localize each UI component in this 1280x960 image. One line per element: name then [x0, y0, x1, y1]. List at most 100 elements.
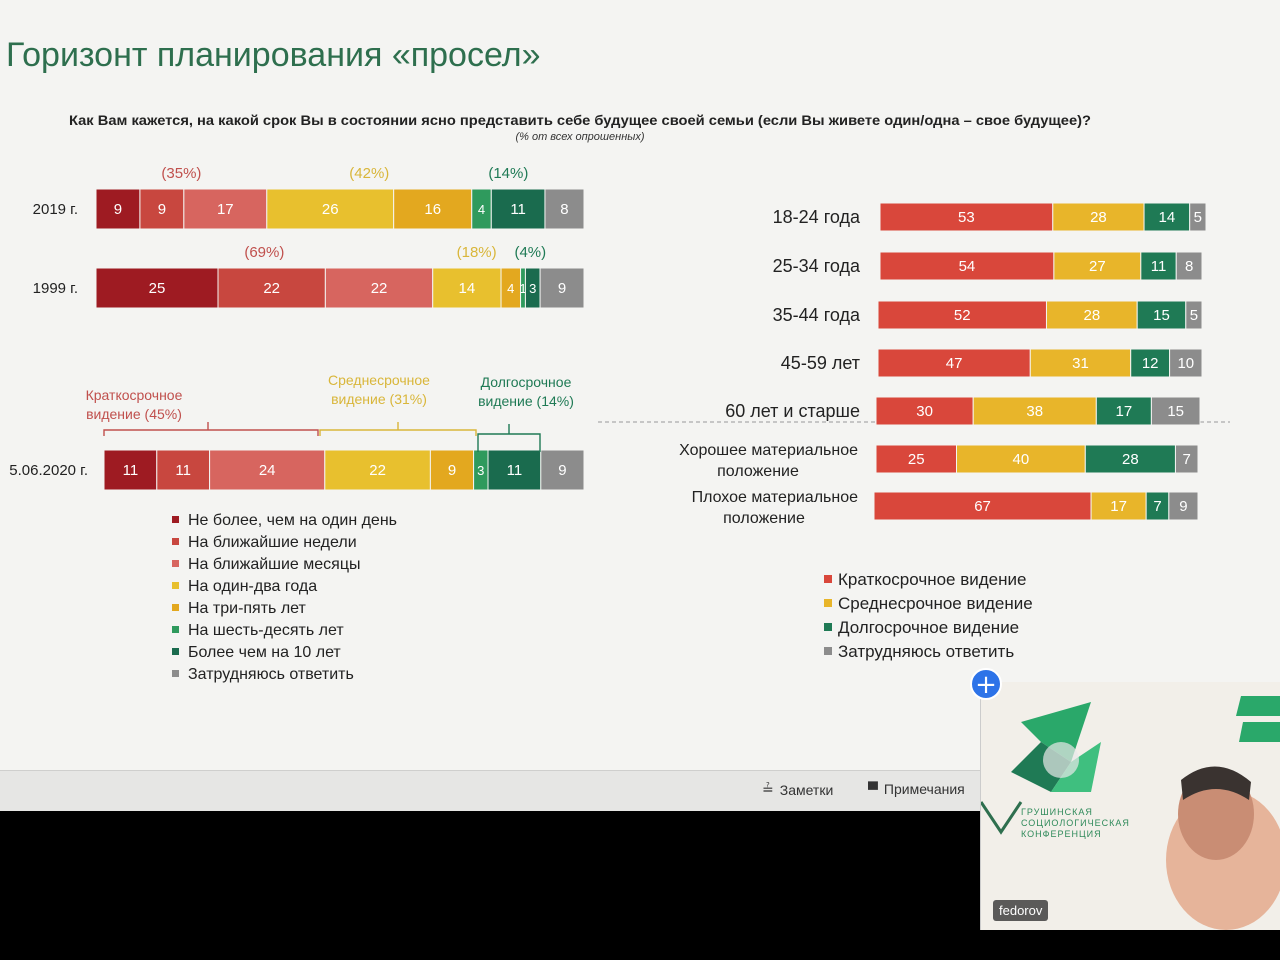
bar-value-label: 11	[507, 462, 523, 479]
legend-swatch	[172, 670, 179, 677]
bar-value-label: 8	[1185, 258, 1193, 275]
slide-title: Горизонт планирования «просел»	[6, 36, 541, 74]
conference-logo	[981, 696, 1280, 930]
bar-value-label: 25	[908, 451, 925, 468]
bar-value-label: 8	[560, 201, 568, 218]
legend-swatch	[172, 560, 179, 567]
comments-button[interactable]: ▀ Примечания	[868, 781, 965, 797]
legend-label: Краткосрочное видение	[838, 570, 1026, 589]
bar-value-label: 9	[558, 462, 566, 479]
bar-value-label: 28	[1090, 209, 1107, 226]
bar-value-label: 9	[114, 201, 122, 218]
group-percent-label: (42%)	[349, 165, 389, 182]
participant-name: fedorov	[993, 900, 1049, 921]
category-label-good-1: Хорошее материальное	[679, 442, 858, 459]
bracket-short-label-1: Краткосрочное	[86, 387, 183, 403]
bar-value-label: 28	[1083, 307, 1100, 324]
legend-label: На три-пять лет	[188, 600, 307, 617]
bar-segment	[1174, 444, 1199, 474]
bar-segment	[429, 449, 475, 491]
bar-value-label: 30	[916, 403, 933, 420]
bar-segment	[1143, 202, 1191, 232]
bracket-mid-label-2: видение (31%)	[331, 391, 427, 407]
bar-value-label: 15	[1167, 403, 1184, 420]
legend-swatch	[172, 648, 179, 655]
question-text: Как Вам кажется, на какой срок Вы в сост…	[69, 112, 1091, 128]
legend-label: Более чем на 10 лет	[188, 644, 341, 661]
bracket-long-label-1: Долгосрочное	[481, 374, 572, 390]
notes-label: Заметки	[779, 781, 834, 798]
group-percent-label: (4%)	[514, 244, 546, 261]
legend-swatch	[172, 538, 179, 545]
bar-value-label: 11	[123, 462, 139, 479]
legend-label: На один-два года	[188, 578, 317, 595]
legend-swatch	[824, 647, 832, 655]
bar-segment	[1084, 444, 1176, 474]
bar-segment	[139, 188, 185, 230]
bar-segment	[1150, 396, 1201, 426]
legend-label: На шесть-десять лет	[188, 622, 344, 639]
row-label: 60 лет и старше	[725, 401, 860, 421]
plus-icon[interactable]: +	[970, 668, 1002, 700]
bar-value-label: 9	[558, 280, 566, 297]
bar-value-label: 1	[519, 281, 526, 296]
bar-value-label: 9	[158, 201, 166, 218]
bracket-long-label-2: видение (14%)	[478, 393, 574, 409]
bar-segment	[324, 449, 431, 491]
bar-value-label: 9	[1179, 498, 1187, 515]
bar-value-label: 26	[322, 201, 339, 218]
row-label: 5.06.2020 г.	[9, 462, 88, 479]
legend-swatch	[172, 516, 179, 523]
bar-segment	[1185, 300, 1203, 330]
notes-button[interactable]: ≟ Заметки	[762, 781, 833, 798]
bar-segment	[875, 444, 957, 474]
bar-segment	[877, 348, 1031, 378]
bar-value-label: 22	[369, 462, 386, 479]
bar-value-label: 3	[477, 463, 484, 478]
bar-value-label: 28	[1122, 451, 1139, 468]
legend-label: На ближайшие месяцы	[188, 556, 361, 573]
bracket-short	[103, 422, 319, 436]
bar-segment	[539, 267, 585, 309]
bar-value-label: 5	[1194, 209, 1202, 226]
bar-value-label: 38	[1026, 403, 1043, 420]
bar-value-label: 27	[1089, 258, 1106, 275]
bar-segment	[1052, 202, 1145, 232]
right-stacked-chart: 53 28 14 5 18-24 года 54 27 11 8 25-34 года 52 28 15…	[725, 202, 1207, 521]
row-label: 25-34 года	[773, 256, 861, 276]
legend-swatch	[824, 599, 832, 607]
bar-segment	[324, 267, 434, 309]
bar-value-label: 4	[507, 281, 514, 296]
bar-value-label: 11	[1151, 258, 1167, 275]
bar-value-label: 17	[217, 201, 234, 218]
group-percent-label: (18%)	[457, 244, 497, 261]
bracket-mid-label-1: Среднесрочное	[328, 372, 430, 388]
bar-value-label: 7	[1183, 451, 1191, 468]
bar-value-label: 7	[1153, 498, 1161, 515]
bar-segment	[393, 188, 473, 230]
bracket-short-label-2: видение (45%)	[86, 406, 182, 422]
bar-segment	[879, 202, 1054, 232]
bar-value-label: 25	[149, 280, 166, 297]
bar-value-label: 14	[1159, 209, 1176, 226]
slide-chart-canvas: Горизонт планирования «просел» Как Вам к…	[6, 36, 1230, 683]
bar-value-label: 12	[1142, 355, 1159, 372]
bar-segment	[879, 251, 1055, 281]
bar-value-label: 5	[1190, 307, 1198, 324]
row-label: 35-44 года	[773, 305, 861, 325]
bar-value-label: 4	[478, 202, 485, 217]
bar-segment	[1136, 300, 1187, 330]
bar-segment	[1029, 348, 1132, 378]
row-label: 18-24 года	[773, 207, 861, 227]
bar-value-label: 14	[459, 280, 476, 297]
bar-segment	[877, 300, 1047, 330]
right-legend: Краткосрочное видение Среднесрочное виден…	[824, 570, 1033, 661]
bar-segment	[1189, 202, 1207, 232]
row-label: 45-59 лет	[781, 353, 860, 373]
video-tile[interactable]: ГРУШИНСКАЯ СОЦИОЛОГИЧЕСКАЯ КОНФЕРЕНЦИЯ f…	[980, 682, 1280, 930]
bar-segment	[1045, 300, 1138, 330]
bar-segment	[217, 267, 326, 309]
bar-value-label: 11	[510, 201, 526, 218]
question-note: (% от всех опрошенных)	[515, 131, 644, 143]
category-label-bad-2: положение	[723, 510, 805, 527]
